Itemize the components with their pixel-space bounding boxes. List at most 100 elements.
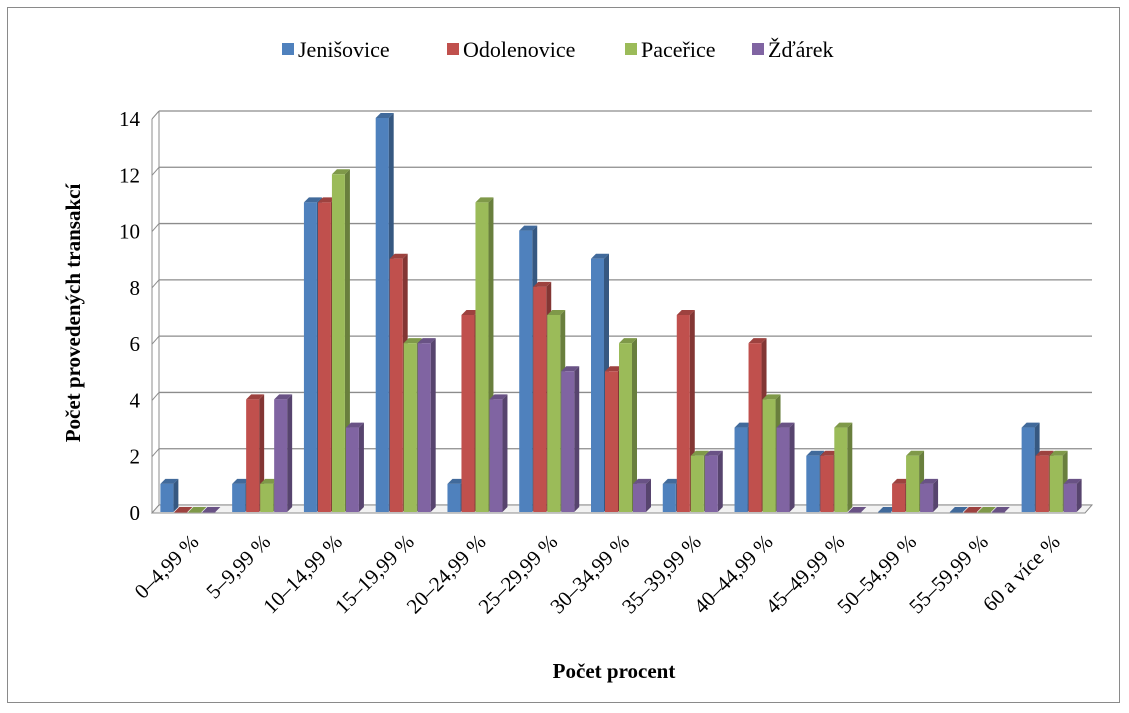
bar-front (260, 483, 274, 512)
bar (188, 507, 207, 513)
bar-front (417, 343, 431, 512)
bar-front (246, 399, 260, 512)
bar-top (274, 394, 293, 400)
bar-top (389, 253, 408, 259)
bar-top (734, 422, 753, 428)
bar-top (676, 310, 695, 315)
bar-top (232, 478, 251, 484)
bar-front (389, 258, 403, 512)
bar-top (591, 253, 609, 259)
bar-front (533, 286, 547, 512)
bar (345, 422, 364, 512)
bar-top (375, 113, 394, 118)
bar-front (991, 512, 1005, 513)
bar-top (1063, 478, 1082, 484)
bar-top (848, 507, 867, 512)
bar-front (160, 483, 174, 512)
bar (160, 478, 179, 512)
bar (174, 507, 193, 513)
bar-top (605, 366, 623, 372)
bar (776, 422, 795, 512)
bar-top (475, 197, 494, 203)
bar-front (1035, 455, 1049, 512)
bar-top (202, 507, 221, 512)
x-tick-label: 5–9,99 % (201, 530, 275, 604)
bar-front (834, 427, 848, 512)
bar-front (633, 483, 646, 512)
bar-side (717, 450, 723, 512)
bar-front (878, 512, 892, 513)
bar-side (574, 366, 580, 512)
bar (274, 394, 293, 512)
bar-top (878, 507, 897, 512)
bar-chart: Jenišovice Odolenovice Paceřice Žďárek 0 2 4 6… (61, 37, 1094, 683)
bar-front (848, 512, 862, 513)
bar-front (475, 202, 489, 512)
chart-frame: Jenišovice Odolenovice Paceřice Žďárek 0 2 4 6… (7, 7, 1120, 703)
bar-front (704, 455, 718, 512)
bar-side (847, 422, 853, 512)
bar-front (906, 455, 920, 512)
legend-label: Paceřice (641, 37, 716, 62)
bar-front (1063, 483, 1077, 512)
y-tick-label: 6 (130, 332, 141, 356)
gridline-side (151, 448, 160, 458)
bar-top (834, 422, 853, 428)
x-tick-label: 0–4,99 % (130, 530, 204, 604)
y-axis-ticks: 0 2 4 6 8 10 12 14 (119, 107, 141, 525)
legend-item: Jenišovice (282, 37, 390, 62)
bar-side (287, 394, 293, 512)
bar-side (632, 338, 637, 512)
legend: Jenišovice Odolenovice Paceřice Žďárek (282, 37, 834, 62)
bar-front (345, 427, 359, 512)
bar (920, 478, 939, 512)
legend-swatch (752, 43, 764, 55)
bar-top (1035, 450, 1054, 456)
bar-front (274, 399, 288, 512)
bar-front (591, 258, 604, 512)
bar-top (991, 507, 1010, 512)
bar-top (260, 478, 279, 484)
bar-front (1021, 427, 1035, 512)
gridline-side (151, 110, 160, 120)
bar (202, 507, 221, 513)
bar-front (820, 455, 834, 512)
legend-swatch (282, 43, 294, 55)
bar-top (977, 507, 996, 512)
y-tick-label: 0 (130, 501, 141, 525)
bar (977, 507, 996, 513)
bar-front (188, 512, 202, 513)
bar-top (246, 394, 265, 400)
y-tick-label: 4 (130, 388, 141, 412)
bar-top (519, 225, 538, 231)
x-axis-label: Počet procent (553, 659, 676, 683)
bar-top (633, 478, 651, 484)
bar-top (949, 507, 968, 512)
bar-top (1049, 450, 1068, 456)
bar-top (704, 450, 723, 456)
bar-front (662, 483, 676, 512)
bars (160, 113, 1082, 513)
bar-side (1076, 478, 1082, 512)
bar-top (461, 310, 480, 315)
bar (1063, 478, 1082, 512)
bar-front (447, 483, 461, 512)
bar-top (619, 338, 637, 344)
legend-item: Odolenovice (447, 37, 575, 62)
bar-top (920, 478, 939, 484)
legend-swatch (447, 43, 459, 55)
bar-front (174, 512, 188, 513)
bar-top (160, 478, 179, 484)
legend-label: Žďárek (768, 37, 834, 62)
bar (963, 507, 982, 513)
bar (949, 507, 968, 513)
bar-front (331, 174, 345, 513)
bar-top (317, 197, 336, 203)
bar-front (1049, 455, 1063, 512)
legend-swatch (625, 43, 637, 55)
bar-top (303, 197, 322, 203)
x-tick-label: 60 a více % (978, 530, 1065, 617)
bar-top (748, 338, 767, 344)
bar-front (762, 399, 776, 512)
bar-front (963, 512, 977, 513)
